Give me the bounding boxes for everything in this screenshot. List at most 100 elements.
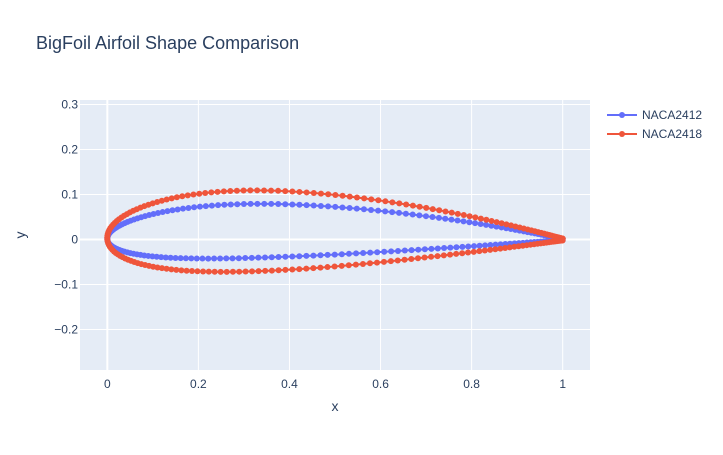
x-tick-label: 0.6 <box>372 377 389 391</box>
data-point <box>466 213 473 220</box>
data-point <box>154 210 161 217</box>
data-point <box>179 205 186 212</box>
x-tick-label: 0.8 <box>463 377 480 391</box>
data-point <box>158 265 165 272</box>
y-tick-label: −0.2 <box>54 323 78 337</box>
data-point <box>202 190 209 196</box>
data-point <box>324 264 331 271</box>
data-point <box>177 255 184 262</box>
data-point <box>477 215 484 222</box>
data-point <box>396 200 403 207</box>
data-point <box>453 250 460 257</box>
data-point <box>470 248 477 255</box>
data-point <box>389 209 396 216</box>
data-point <box>416 212 423 219</box>
x-axis-title: x <box>332 398 339 414</box>
data-point <box>268 254 275 261</box>
data-point <box>303 189 310 196</box>
data-point <box>396 209 403 216</box>
data-point <box>268 200 275 207</box>
data-point <box>289 266 296 273</box>
data-point <box>303 202 310 209</box>
data-point <box>453 244 460 251</box>
data-point <box>179 193 186 200</box>
data-point <box>382 208 389 215</box>
data-point <box>360 250 367 257</box>
data-point <box>289 253 296 260</box>
data-point <box>220 188 227 195</box>
data-point <box>498 224 505 231</box>
y-axis-title: y <box>12 232 28 239</box>
data-point <box>282 266 289 273</box>
data-point <box>421 246 428 253</box>
data-point <box>185 204 192 211</box>
data-point <box>217 255 224 262</box>
data-point <box>234 201 241 208</box>
data-point <box>360 206 367 213</box>
data-point <box>488 222 495 229</box>
data-point <box>440 252 447 259</box>
data-point <box>317 264 324 271</box>
legend-item-naca2418[interactable]: NACA2418 <box>607 127 702 141</box>
data-point <box>261 187 268 194</box>
data-point <box>275 267 282 274</box>
legend-item-naca2412[interactable]: NACA2412 <box>607 108 702 122</box>
data-point <box>367 249 374 256</box>
data-point <box>338 251 345 258</box>
data-point <box>296 253 303 260</box>
data-point <box>223 268 230 275</box>
data-point <box>242 255 249 262</box>
data-point <box>401 256 408 263</box>
data-point <box>338 262 345 269</box>
data-point <box>169 207 176 214</box>
data-point <box>196 203 203 210</box>
data-point <box>159 209 166 216</box>
data-point <box>240 187 247 194</box>
data-point <box>339 192 346 199</box>
y-tick-label: 0.2 <box>61 143 78 157</box>
data-point <box>188 255 195 262</box>
data-point <box>460 212 467 219</box>
data-point <box>401 247 408 254</box>
data-point <box>229 255 236 262</box>
series-naca2418 <box>104 187 566 275</box>
data-point <box>465 249 472 256</box>
data-point <box>434 253 441 260</box>
data-point <box>374 249 381 256</box>
data-point <box>211 268 218 275</box>
data-point <box>482 242 489 249</box>
data-point <box>414 255 421 262</box>
legend-label: NACA2418 <box>642 127 702 141</box>
data-point <box>317 202 324 209</box>
x-tick-label: 0 <box>104 377 111 391</box>
data-point <box>441 245 448 252</box>
data-point <box>381 248 388 255</box>
data-point <box>240 201 247 208</box>
data-point <box>389 199 396 206</box>
data-point <box>459 243 466 250</box>
data-point <box>236 268 243 275</box>
data-point <box>255 268 262 275</box>
data-point <box>183 267 190 274</box>
data-point <box>227 201 234 208</box>
data-point <box>408 247 415 254</box>
data-point <box>324 251 331 258</box>
data-point <box>173 266 180 273</box>
y-tick-label: −0.1 <box>54 278 78 292</box>
data-point <box>164 208 171 215</box>
data-point <box>402 210 409 217</box>
data-point <box>248 254 255 261</box>
data-point <box>174 206 181 213</box>
data-point <box>282 201 289 208</box>
x-tick-label: 0.2 <box>190 377 207 391</box>
data-point <box>255 254 262 261</box>
data-point <box>481 247 488 254</box>
data-point <box>289 201 296 208</box>
data-point <box>254 187 261 194</box>
data-point <box>435 214 442 221</box>
data-point <box>214 188 221 195</box>
data-point <box>262 267 269 274</box>
data-point <box>242 268 249 275</box>
data-point <box>477 221 484 228</box>
